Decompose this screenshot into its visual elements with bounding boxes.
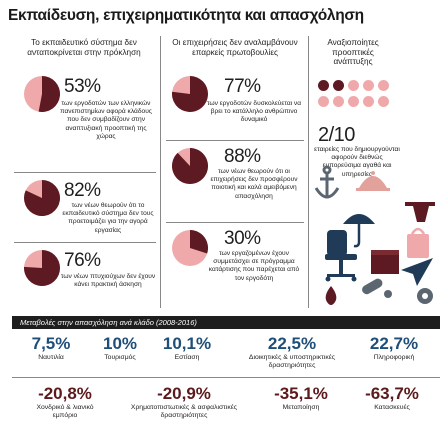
sector-trade: -20,8% Χονδρικό & λιανικό εμπόριο xyxy=(24,384,106,421)
column-header-growth: Αναξιοποίητες προοπτικές ανάπτυξης xyxy=(327,38,379,66)
sector-label: Μεταποίηση xyxy=(282,404,320,411)
dot-empty xyxy=(363,80,374,91)
box-icon xyxy=(371,250,399,274)
dot-empty xyxy=(348,96,359,107)
office-chair-icon xyxy=(325,230,357,282)
sector-label: Χρηματοπιστωτικές & ασφαλιστικές δραστηρ… xyxy=(130,404,238,420)
stat-30: 30% των εργαζομένων έχουν συμμετάσχει σε… xyxy=(170,228,306,304)
sector-label: Εστίαση xyxy=(174,354,200,361)
sector-construction: -63,7% Κατασκευές xyxy=(352,384,432,412)
anchor-icon xyxy=(314,165,340,199)
pie-slice xyxy=(190,230,209,254)
sector-value: 7,5% xyxy=(31,334,71,353)
stat-76: 76% των νέων πτυχιούχων δεν έχουν κάνει … xyxy=(22,248,158,308)
divider xyxy=(166,140,304,141)
sector-value: -35,1% xyxy=(274,384,328,403)
stat-text: των εργοδοτών δυσκολεύεται να βρει το κα… xyxy=(206,100,302,124)
pie-slice xyxy=(24,250,61,286)
column-header-business: Οι επιχειρήσεις δεν αναλαμβάνουν επαρκεί… xyxy=(172,38,298,57)
divider xyxy=(14,172,156,173)
sector-label: Ναυτιλία xyxy=(38,354,64,361)
stat-value: 53% xyxy=(64,76,101,97)
sector-administrative: 22,5% Διοικητικές & υποστηρικτικές δραστ… xyxy=(238,334,346,371)
pie-chart xyxy=(171,76,208,112)
section-banner: Μεταβολές στην απασχόληση ανά κλάδο (200… xyxy=(12,316,440,329)
stat-53: 53% των εργοδοτών των ελληνικών πανεπιστ… xyxy=(22,74,158,170)
dot-filled xyxy=(318,80,329,91)
sector-value: 22,7% xyxy=(369,334,419,353)
tray-icon xyxy=(405,202,435,222)
pie-chart xyxy=(24,76,61,112)
stat-88: 88% των νέων θεωρούν ότι οι επιχειρήσεις… xyxy=(170,146,306,220)
pie-chart xyxy=(172,148,209,184)
sector-label: Διοικητικές & υποστηρικτικές δραστηριότη… xyxy=(248,354,336,370)
cloche-icon xyxy=(356,171,390,191)
column-divider xyxy=(308,36,309,308)
divider xyxy=(14,242,156,243)
stat-2-of-10: 2/10 xyxy=(312,120,442,150)
pie-slice xyxy=(23,180,60,216)
sector-label: Πληροφορική xyxy=(373,354,415,361)
stat-value: 88% xyxy=(224,146,261,167)
sector-label: Τουρισμός xyxy=(104,354,136,361)
oil-drop-icon xyxy=(325,286,337,305)
dot-empty xyxy=(318,96,329,107)
stat-82: 82% των νέων θεωρούν ότι το εκπαιδευτικό… xyxy=(22,178,158,240)
pie-chart xyxy=(172,230,209,266)
stat-value: 77% xyxy=(224,76,261,97)
sector-food-service: 10,1% Εστίαση xyxy=(150,334,224,362)
stat-text: των νέων θεωρούν ότι οι επιχειρήσεις δεν… xyxy=(210,168,298,200)
sector-shipping: 7,5% Ναυτιλία xyxy=(16,334,86,362)
sector-value: -20,9% xyxy=(157,384,211,403)
pie-chart xyxy=(24,250,61,286)
sector-finance: -20,9% Χρηματοπιστωτικές & ασφαλιστικές … xyxy=(120,384,248,421)
umbrella-icon xyxy=(343,214,375,248)
pie-slice xyxy=(171,76,208,112)
sector-icons xyxy=(314,165,435,305)
divider xyxy=(166,222,304,223)
sector-value: 10,1% xyxy=(162,334,212,353)
sector-manufacturing: -35,1% Μεταποίηση xyxy=(262,384,340,412)
dot-empty xyxy=(378,80,389,91)
sector-value: -63,7% xyxy=(365,384,419,403)
column-header-education: Το εκπαιδευτικό σύστημα δεν ανταποκρίνετ… xyxy=(27,38,141,57)
sector-value: 22,5% xyxy=(267,334,317,353)
bag-icon xyxy=(407,227,429,258)
divider xyxy=(12,377,440,378)
sector-value: -20,8% xyxy=(38,384,92,403)
dot-empty xyxy=(363,96,374,107)
sector-value: 10% xyxy=(102,334,138,353)
dot-empty xyxy=(348,80,359,91)
sector-label: Χονδρικό & λιανικό εμπόριο xyxy=(36,404,94,420)
stat-text: των νέων πτυχιούχων δεν έχουν κάνει πρακ… xyxy=(60,273,156,289)
stat-value: 82% xyxy=(64,180,101,201)
stat-value: 76% xyxy=(64,250,101,271)
stat-text: των εργαζομένων έχουν συμμετάσχει σε πρό… xyxy=(208,250,300,282)
dot-empty xyxy=(333,96,344,107)
dot-empty xyxy=(378,96,389,107)
stat-value: 2/10 xyxy=(318,124,355,146)
stat-text: των νέων θεωρούν ότι το εκπαιδευτικό σύσ… xyxy=(62,202,154,234)
pie-chart xyxy=(23,180,60,216)
gear-icon xyxy=(417,288,433,304)
dot-filled xyxy=(333,80,344,91)
stat-text: εταιρείες που δημιουργούνται αφορούν διε… xyxy=(314,146,400,178)
pie-slice xyxy=(172,148,209,184)
stat-77: 77% των εργοδοτών δυσκολεύεται να βρει τ… xyxy=(170,74,306,138)
pills-icon xyxy=(362,278,392,298)
page-title: Εκπαίδευση, επιχειρηματικότητα και απασχ… xyxy=(8,7,364,24)
pie-slice xyxy=(38,76,61,112)
stat-text: των εργοδοτών των ελληνικών πανεπιστημίω… xyxy=(60,100,152,140)
paper-plane-icon xyxy=(401,258,433,286)
sector-label: Κατασκευές xyxy=(374,404,410,411)
column-divider xyxy=(160,36,161,308)
sector-tourism: 10% Τουρισμός xyxy=(90,334,150,362)
stat-value: 30% xyxy=(224,228,261,249)
sector-it: 22,7% Πληροφορική xyxy=(352,334,436,362)
